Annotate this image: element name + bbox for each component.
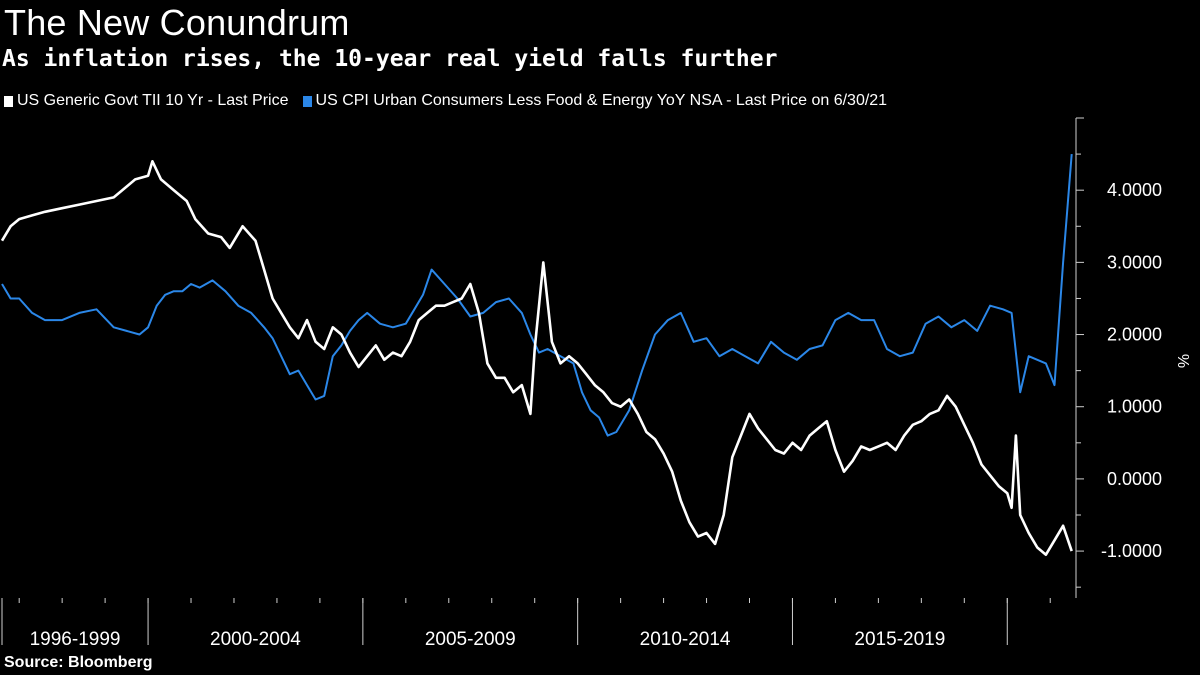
y-tick-label: 2.0000 [1107, 325, 1162, 345]
series-line-tii [0, 160, 1073, 556]
x-period-label: 1996-1999 [30, 629, 121, 650]
legend-swatch-cpi [302, 95, 312, 107]
legend: US Generic Govt TII 10 Yr - Last Price U… [4, 92, 887, 110]
x-period-label: 2015-2019 [854, 629, 945, 650]
y-tick-label: 3.0000 [1107, 252, 1162, 272]
chart-subtitle: As inflation rises, the 10-year real yie… [2, 46, 778, 72]
y-tick-label: 0.0000 [1107, 469, 1162, 489]
x-period-label: 2000-2004 [210, 629, 301, 650]
series-line-cpi [1, 154, 1073, 437]
legend-item-tii: US Generic Govt TII 10 Yr - Last Price [4, 92, 289, 110]
x-period-label: 2010-2014 [640, 629, 731, 650]
y-tick-label: 4.0000 [1107, 180, 1162, 200]
legend-label-cpi: US CPI Urban Consumers Less Food & Energ… [315, 92, 888, 109]
y-tick-label: 1.0000 [1107, 397, 1162, 417]
chart-title: The New Conundrum [4, 2, 350, 43]
legend-item-cpi: US CPI Urban Consumers Less Food & Energ… [302, 92, 888, 110]
x-period-label: 2005-2009 [425, 629, 516, 650]
legend-swatch-tii [4, 95, 13, 107]
legend-label-tii: US Generic Govt TII 10 Yr - Last Price [17, 92, 289, 109]
y-axis-label: % [1174, 354, 1191, 368]
source-note: Source: Bloomberg [4, 654, 153, 671]
y-tick-label: -1.0000 [1101, 541, 1162, 561]
